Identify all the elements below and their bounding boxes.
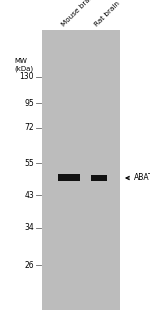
Text: 34: 34 [24,224,34,233]
Text: 43: 43 [24,191,34,200]
Bar [42,30,120,310]
Text: 95: 95 [24,98,34,108]
Text: ABAT: ABAT [134,173,150,182]
Text: 130: 130 [20,73,34,82]
Text: 26: 26 [24,260,34,270]
Bar [91,175,107,181]
Text: Rat brain: Rat brain [94,1,121,28]
Text: 72: 72 [24,123,34,133]
Bar [58,174,80,181]
Text: 55: 55 [24,158,34,168]
Text: MW
(kDa): MW (kDa) [14,58,33,72]
Text: Mouse brain: Mouse brain [61,0,96,28]
